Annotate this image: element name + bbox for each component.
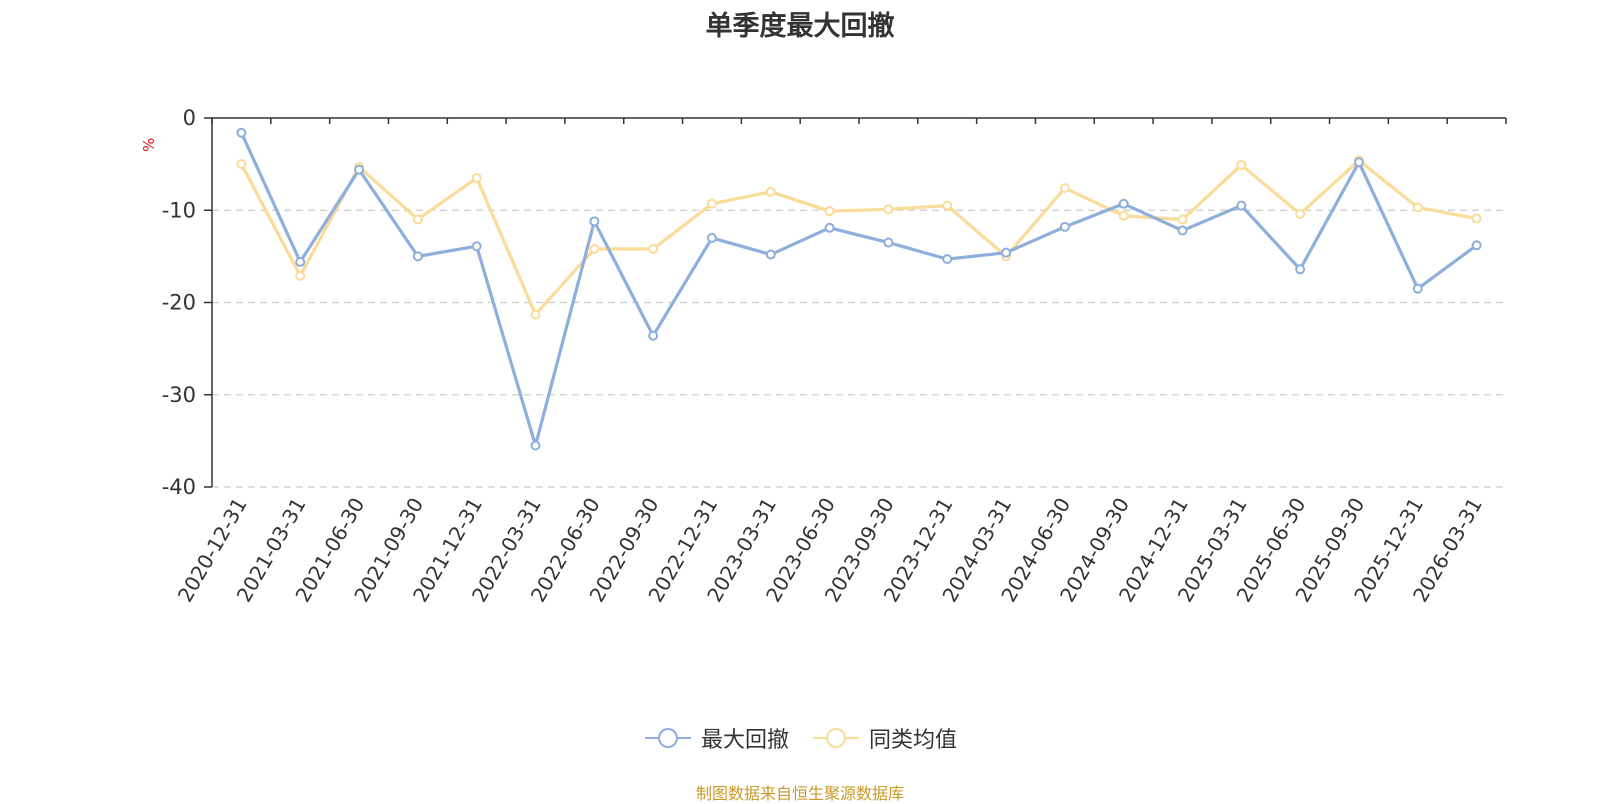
data-point-series-0 [589,216,600,227]
data-point-series-1 [236,159,247,170]
data-point-series-1 [648,243,659,254]
data-point-series-1 [530,309,541,320]
data-point-series-1 [942,200,953,211]
y-tick-label: -20 [162,291,196,315]
data-point-series-1 [1059,183,1070,194]
data-point-series-1 [589,243,600,254]
data-point-series-0 [824,222,835,233]
y-tick-label: -30 [162,383,196,407]
data-point-series-0 [765,249,776,260]
data-point-series-1 [471,172,482,183]
data-point-series-1 [1412,202,1423,213]
data-point-series-0 [706,232,717,243]
data-point-series-0 [1412,283,1423,294]
data-point-series-0 [1353,157,1364,168]
data-point-series-0 [942,254,953,265]
data-point-series-1 [706,198,717,209]
data-point-series-0 [1295,264,1306,275]
y-tick-label: -40 [162,475,196,499]
data-point-series-0 [412,251,423,262]
data-point-series-0 [1236,200,1247,211]
data-point-series-1 [295,270,306,281]
data-point-series-1 [824,206,835,217]
legend-item-series-1[interactable]: 同类均值 [811,722,957,754]
data-point-series-1 [883,204,894,215]
y-tick-label: -10 [162,198,196,222]
data-point-series-0 [530,440,541,451]
data-point-series-0 [236,127,247,138]
data-point-series-0 [1059,221,1070,232]
data-point-series-0 [1177,225,1188,236]
legend-item-series-0[interactable]: 最大回撤 [643,722,789,754]
data-source-note: 制图数据来自恒生聚源数据库 [695,784,904,803]
legend-label-series-1: 同类均值 [869,728,958,753]
data-point-series-0 [1471,240,1482,251]
legend-marker-series-1-icon [813,728,859,748]
data-point-series-1 [765,186,776,197]
data-point-series-1 [1295,208,1306,219]
data-point-series-1 [412,214,423,225]
data-point-series-0 [648,330,659,341]
data-point-series-0 [1118,198,1129,209]
series-line-0 [239,132,1478,448]
data-point-series-1 [1118,210,1129,221]
legend-marker-series-0-icon [644,728,691,748]
y-tick-label: 0 [183,106,196,130]
data-point-series-0 [295,256,306,267]
data-point-series-0 [1001,247,1012,258]
series-line-1 [239,158,1477,317]
data-point-series-0 [883,237,894,248]
data-point-series-1 [1177,214,1188,225]
legend-label-series-0: 最大回撤 [700,728,789,753]
data-point-series-1 [1471,213,1482,224]
legend: 最大回撤 同类均值 [0,722,1600,754]
data-point-series-0 [354,164,365,175]
data-point-series-1 [1236,160,1247,171]
chart-title: 单季度最大回撤 [705,11,895,42]
data-point-series-0 [471,241,482,252]
